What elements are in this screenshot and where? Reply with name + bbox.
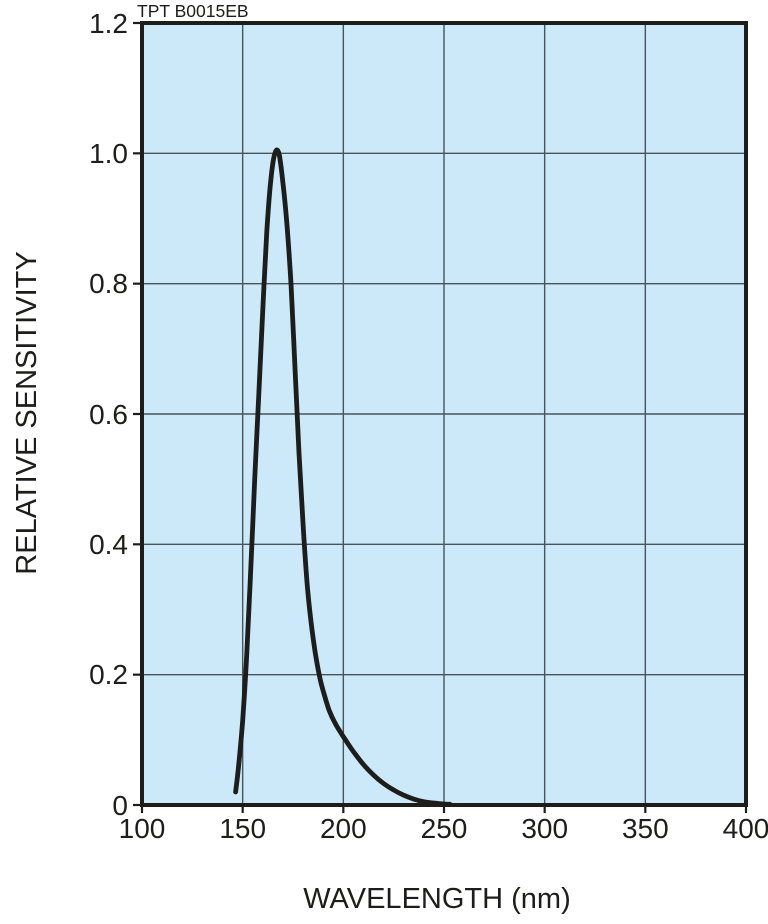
- y-tick-label: 0.2: [89, 659, 128, 690]
- y-tick-label: 1.2: [89, 8, 128, 39]
- gridlines: [142, 23, 746, 805]
- y-axis-tick-labels: 1.2 1.0 0.8 0.6 0.4 0.2 0: [89, 8, 128, 821]
- y-tick-label: 1.0: [89, 138, 128, 169]
- x-tick-label: 400: [723, 813, 768, 844]
- sensitivity-curve: [233, 147, 453, 807]
- part-number-label: TPT B0015EB: [137, 1, 249, 21]
- x-tick-label: 200: [320, 813, 367, 844]
- y-tick-label: 0.6: [89, 399, 128, 430]
- y-tick-label: 0: [112, 790, 128, 821]
- axis-tick-marks: [133, 21, 748, 813]
- x-tick-label: 350: [622, 813, 669, 844]
- x-tick-label: 250: [421, 813, 468, 844]
- x-axis-tick-labels: 100 150 200 250 300 350 400: [119, 813, 768, 844]
- y-tick-label: 0.8: [89, 268, 128, 299]
- y-tick-label: 0.4: [89, 529, 128, 560]
- x-tick-label: 300: [521, 813, 568, 844]
- x-tick-label: 150: [219, 813, 266, 844]
- x-axis-title: WAVELENGTH (nm): [303, 883, 570, 915]
- x-tick-label: 100: [119, 813, 166, 844]
- y-axis-title: RELATIVE SENSITIVITY: [11, 251, 43, 574]
